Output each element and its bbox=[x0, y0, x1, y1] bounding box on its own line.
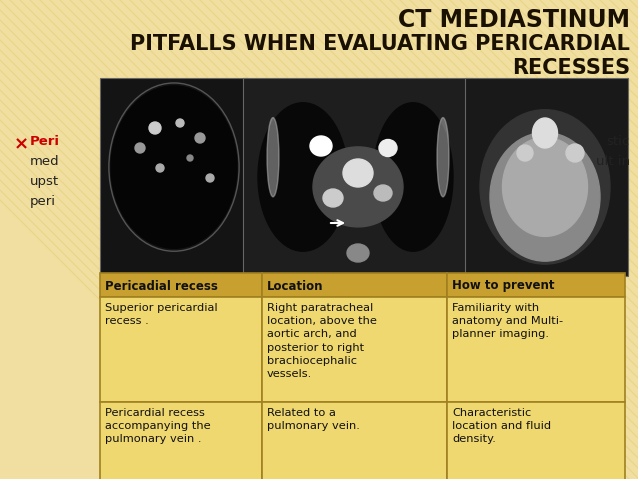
Ellipse shape bbox=[374, 185, 392, 201]
Ellipse shape bbox=[343, 159, 373, 187]
Circle shape bbox=[149, 122, 161, 134]
Text: ×: × bbox=[14, 135, 29, 153]
Bar bbox=[262, 297, 447, 402]
Circle shape bbox=[156, 164, 164, 172]
Text: med: med bbox=[30, 155, 59, 168]
Bar bbox=[262, 402, 447, 479]
Bar bbox=[100, 78, 248, 276]
Text: ult in: ult in bbox=[596, 155, 630, 168]
Bar bbox=[465, 78, 628, 276]
Text: Characteristic
location and fluid
density.: Characteristic location and fluid densit… bbox=[452, 408, 551, 445]
Ellipse shape bbox=[503, 137, 588, 237]
Ellipse shape bbox=[480, 110, 610, 264]
Ellipse shape bbox=[566, 144, 584, 162]
Circle shape bbox=[206, 174, 214, 182]
Circle shape bbox=[135, 143, 145, 153]
Text: PITFALLS WHEN EVALUATING PERICARDIAL: PITFALLS WHEN EVALUATING PERICARDIAL bbox=[130, 34, 630, 54]
Text: Superior pericardial
recess .: Superior pericardial recess . bbox=[105, 303, 218, 326]
Ellipse shape bbox=[517, 145, 533, 161]
Ellipse shape bbox=[437, 118, 449, 197]
Bar bbox=[447, 297, 625, 402]
Text: Pericadial recess: Pericadial recess bbox=[105, 280, 218, 293]
Ellipse shape bbox=[373, 103, 453, 251]
Ellipse shape bbox=[323, 189, 343, 207]
Ellipse shape bbox=[111, 86, 237, 248]
Bar bbox=[100, 273, 262, 297]
Ellipse shape bbox=[313, 147, 403, 227]
Text: RECESSES: RECESSES bbox=[512, 58, 630, 78]
Circle shape bbox=[187, 155, 193, 161]
Bar bbox=[447, 402, 625, 479]
Ellipse shape bbox=[258, 103, 348, 251]
Ellipse shape bbox=[379, 139, 397, 157]
Bar bbox=[447, 273, 625, 297]
Circle shape bbox=[176, 119, 184, 127]
Ellipse shape bbox=[310, 136, 332, 156]
Ellipse shape bbox=[490, 133, 600, 261]
Bar bbox=[262, 273, 447, 297]
Ellipse shape bbox=[267, 118, 279, 197]
Ellipse shape bbox=[347, 244, 369, 262]
Bar bbox=[243, 78, 473, 276]
Text: peri: peri bbox=[30, 195, 56, 208]
Ellipse shape bbox=[533, 118, 558, 148]
Text: Pericardial recess
accompanying the
pulmonary vein .: Pericardial recess accompanying the pulm… bbox=[105, 408, 211, 445]
Text: upst: upst bbox=[30, 175, 59, 188]
Text: CT MEDIASTINUM: CT MEDIASTINUM bbox=[398, 8, 630, 32]
Text: Right paratracheal
location, above the
aortic arch, and
posterior to right
brach: Right paratracheal location, above the a… bbox=[267, 303, 377, 379]
Bar bbox=[100, 297, 262, 402]
Text: stic: stic bbox=[607, 135, 630, 148]
Circle shape bbox=[195, 133, 205, 143]
Text: Related to a
pulmonary vein.: Related to a pulmonary vein. bbox=[267, 408, 360, 431]
Bar bbox=[100, 402, 262, 479]
Text: Peri: Peri bbox=[30, 135, 60, 148]
Text: How to prevent: How to prevent bbox=[452, 280, 554, 293]
Text: Familiarity with
anatomy and Multi-
planner imaging.: Familiarity with anatomy and Multi- plan… bbox=[452, 303, 563, 340]
Text: Location: Location bbox=[267, 280, 323, 293]
